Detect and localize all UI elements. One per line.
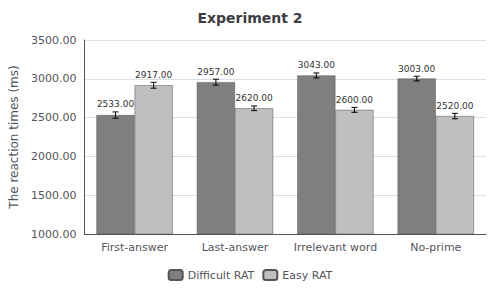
svg-text:2917.00: 2917.00 — [135, 70, 172, 80]
svg-text:2600.00: 2600.00 — [336, 95, 373, 105]
svg-text:No-prime: No-prime — [410, 241, 461, 254]
svg-text:3000.00: 3000.00 — [31, 72, 77, 85]
svg-text:The reaction times (ms): The reaction times (ms) — [7, 65, 21, 209]
svg-text:2620.00: 2620.00 — [235, 93, 272, 103]
svg-text:2533.00: 2533.00 — [97, 99, 134, 109]
svg-text:1500.00: 1500.00 — [31, 189, 77, 202]
svg-text:3500.00: 3500.00 — [31, 34, 77, 47]
svg-text:2957.00: 2957.00 — [197, 67, 234, 77]
svg-text:Irrelevant word: Irrelevant word — [294, 241, 378, 254]
svg-text:2520.00: 2520.00 — [436, 101, 473, 111]
svg-text:Last-answer: Last-answer — [202, 241, 269, 254]
svg-text:3043.00: 3043.00 — [298, 60, 335, 70]
svg-text:1000.00: 1000.00 — [31, 228, 77, 241]
svg-text:First-answer: First-answer — [101, 241, 168, 254]
svg-text:3003.00: 3003.00 — [398, 64, 435, 74]
svg-text:Experiment 2: Experiment 2 — [197, 10, 302, 26]
svg-text:Easy RAT: Easy RAT — [282, 269, 332, 282]
svg-text:2500.00: 2500.00 — [31, 111, 77, 124]
svg-text:Difficult RAT: Difficult RAT — [188, 269, 255, 282]
svg-text:2000.00: 2000.00 — [31, 150, 77, 163]
